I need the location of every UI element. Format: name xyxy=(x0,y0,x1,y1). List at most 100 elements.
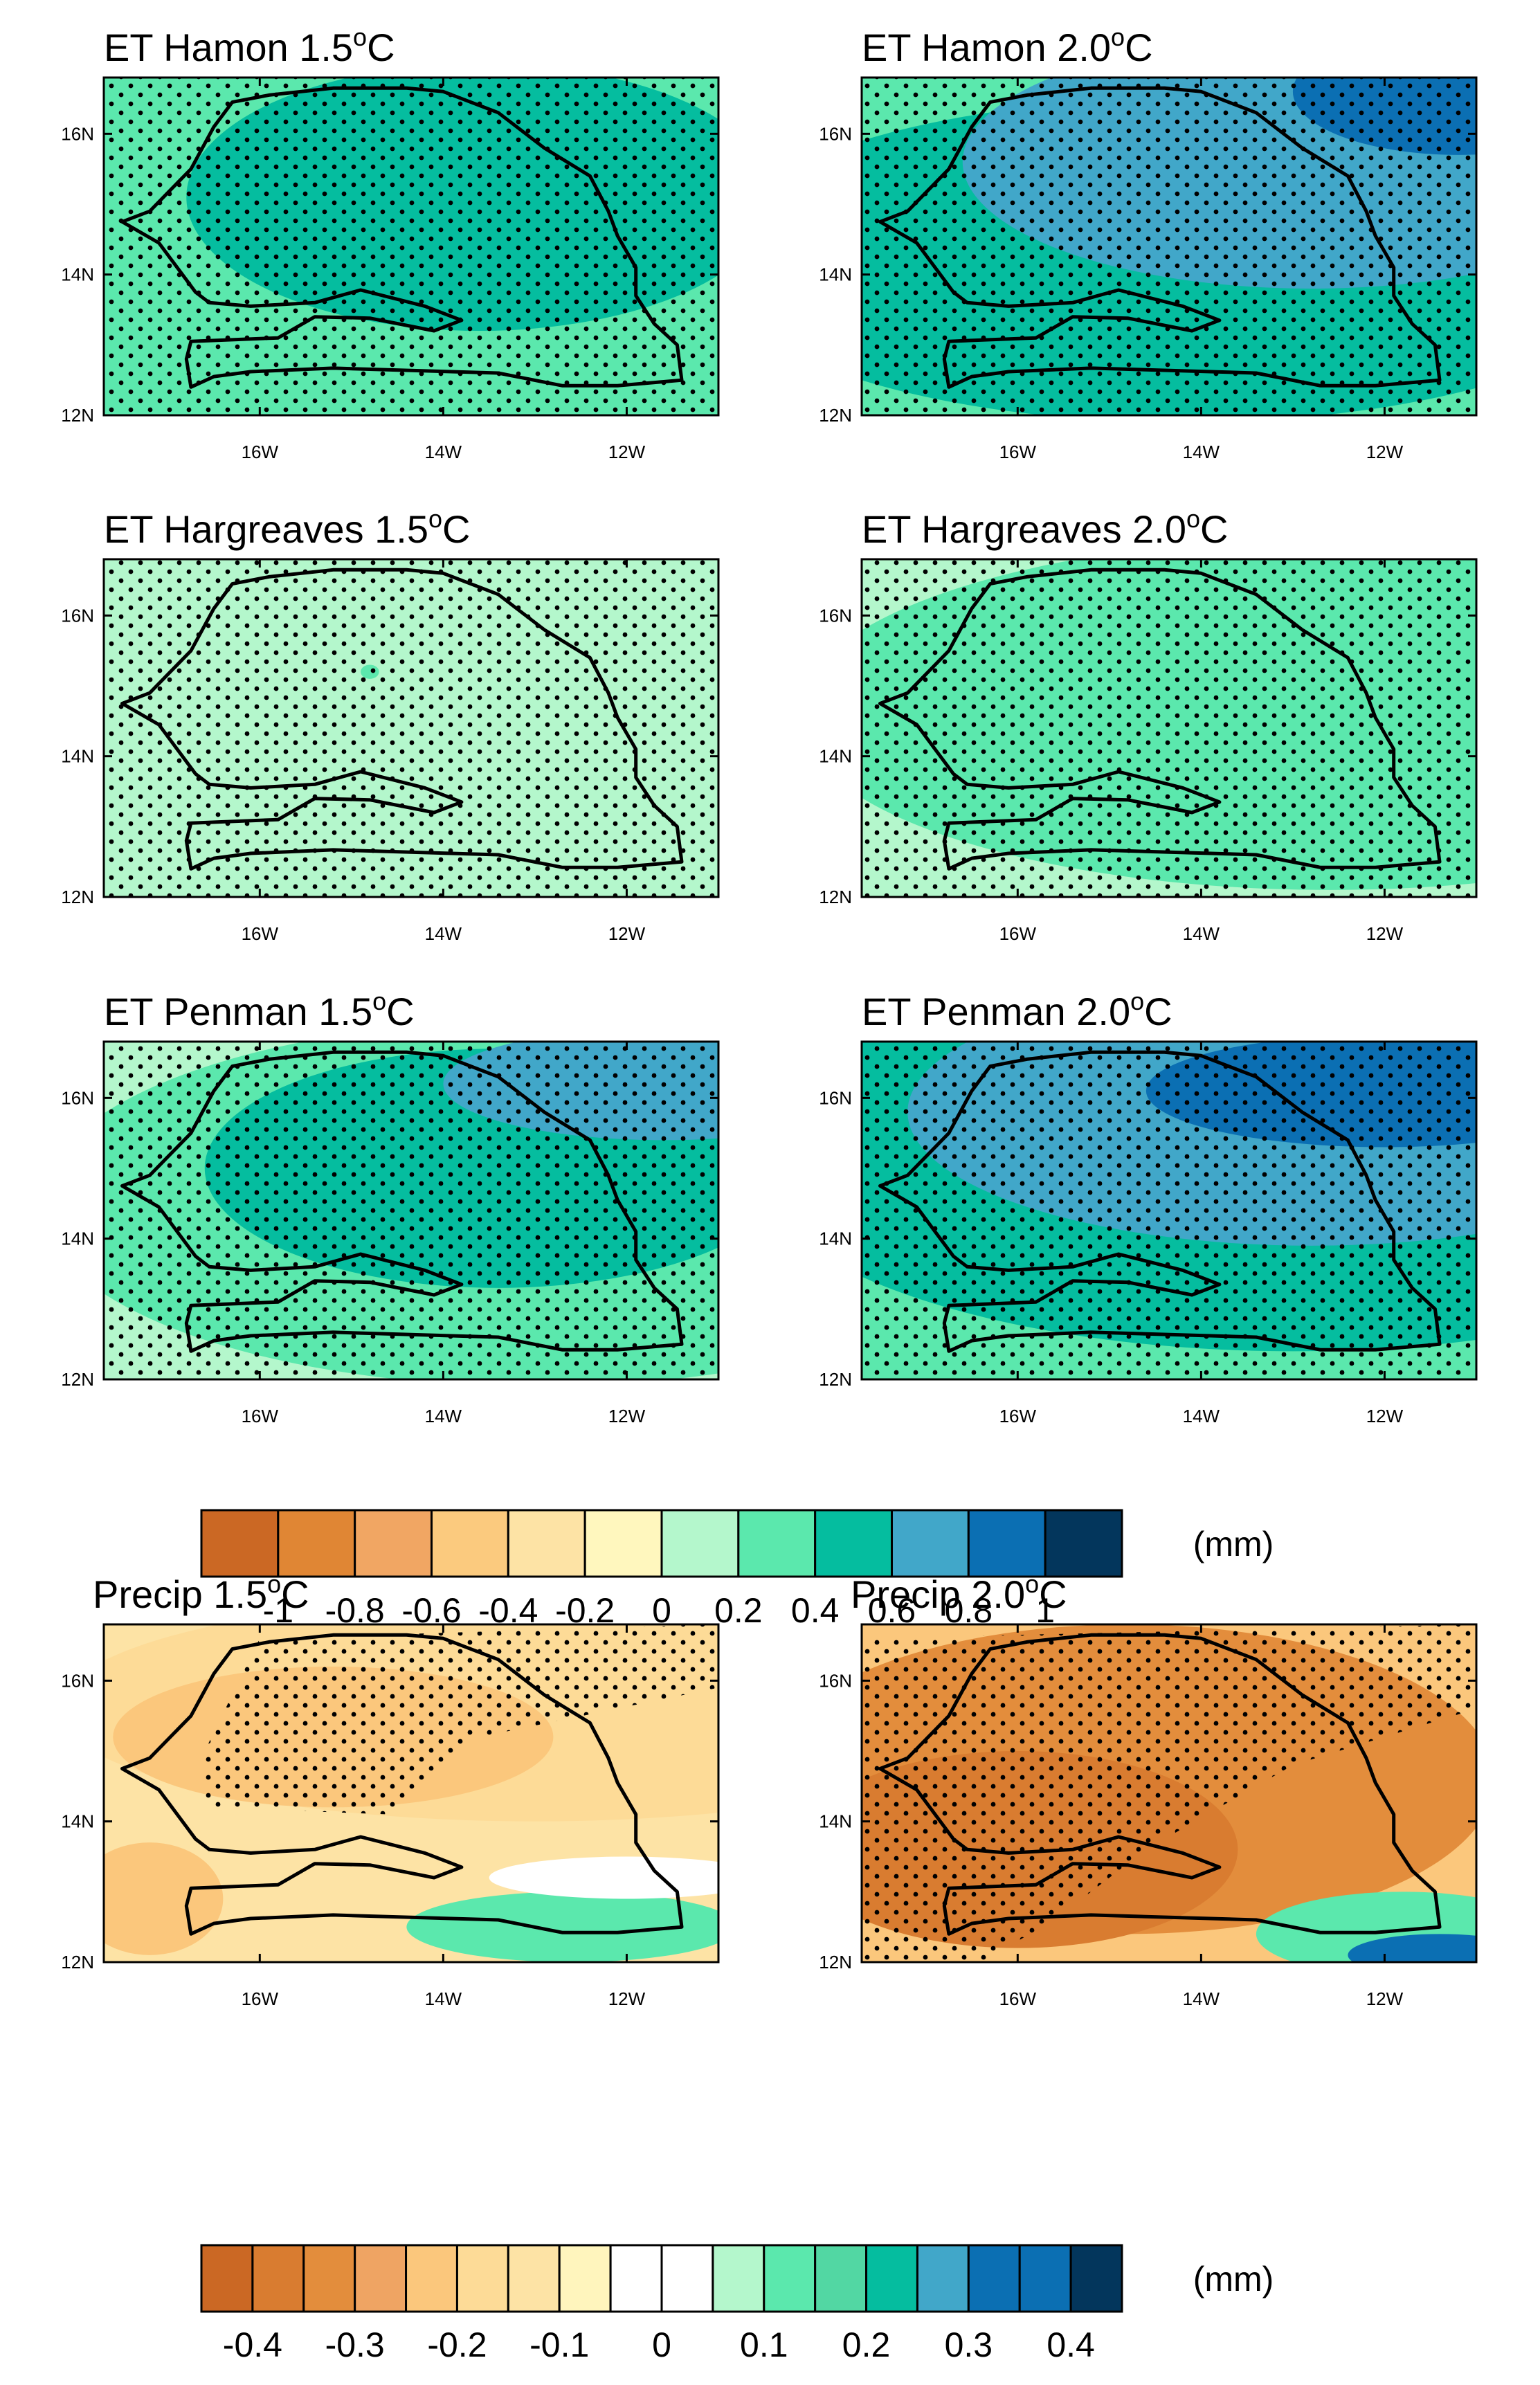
degree-sign: o xyxy=(428,505,442,533)
panel-title-main: Precip 2.0 xyxy=(851,1572,1025,1616)
x-tick-label: 14W xyxy=(425,442,462,462)
colorbar-unit: (mm) xyxy=(1193,1525,1274,1563)
senegal-outline xyxy=(878,1633,1442,1936)
significance-stippling xyxy=(104,559,718,897)
senegal-outline xyxy=(120,568,684,871)
colorbar-label: 0.8 xyxy=(945,1591,993,1630)
map-panel: 16W 14W 12W 16N 14N 12N ET Penman 1.5oC xyxy=(61,987,720,1426)
panel-title-main: ET Hamon 2.0 xyxy=(862,26,1111,69)
y-tick-label: 12N xyxy=(61,1369,94,1390)
colorbar-box xyxy=(814,1509,893,1578)
degree-sign: o xyxy=(1186,505,1200,533)
colorbar-box xyxy=(507,1509,586,1578)
map-frame xyxy=(860,76,1478,417)
colorbar-label: -0.3 xyxy=(325,2325,385,2364)
x-tick-label: 12W xyxy=(608,1406,646,1426)
colorbar-box xyxy=(455,2244,509,2313)
map-frame xyxy=(860,558,1478,898)
colorbar-box xyxy=(916,2244,970,2313)
colorbar-box xyxy=(967,1509,1047,1578)
x-tick-label: 12W xyxy=(608,1988,646,2009)
degree-sign: o xyxy=(353,23,367,51)
panel-title: ET Penman 1.5oC xyxy=(104,987,415,1033)
y-tick-label: 12N xyxy=(61,887,94,907)
colorbar-box xyxy=(1044,1509,1123,1578)
x-tick-label: 16W xyxy=(242,1988,279,2009)
x-tick-label: 16W xyxy=(999,1988,1037,2009)
anomaly-region xyxy=(104,1842,224,1955)
panel-title: ET Hamon 1.5oC xyxy=(104,23,395,69)
map-frame xyxy=(860,1623,1478,1964)
map-frame xyxy=(102,1623,720,1964)
colorbar-box xyxy=(865,2244,918,2313)
y-tick-label: 16N xyxy=(61,1670,94,1691)
x-tick-label: 12W xyxy=(1366,442,1404,462)
colorbar-box xyxy=(891,1509,970,1578)
panel-title: ET Penman 2.0oC xyxy=(862,987,1172,1033)
anomaly-region xyxy=(1256,1892,1476,1962)
colorbar-label: 0.1 xyxy=(740,2325,788,2364)
map-panel: 16W 14W 12W 16N 14N 12N Precip 2.0oC xyxy=(819,1570,1478,2009)
colorbar-box xyxy=(200,2244,254,2313)
y-tick-label: 16N xyxy=(61,123,94,144)
map-panel: 16W 14W 12W 16N 14N 12N ET Hargreaves 2.0oC xyxy=(819,505,1478,944)
colorbar-box xyxy=(814,2244,868,2313)
colorbar-label: 0.4 xyxy=(1047,2325,1095,2364)
map-frame xyxy=(102,76,720,417)
x-tick-label: 12W xyxy=(1366,1988,1404,2009)
map-frame xyxy=(102,558,720,898)
panel-title: ET Hamon 2.0oC xyxy=(862,23,1153,69)
panel-title-main: ET Hamon 1.5 xyxy=(104,26,353,69)
y-tick-label: 14N xyxy=(61,1811,94,1832)
map-panel: 16W 14W 12W 16N 14N 12N ET Penman 2.0oC xyxy=(819,987,1478,1426)
y-tick-label: 16N xyxy=(819,123,852,144)
x-tick-label: 14W xyxy=(1183,1406,1220,1426)
colorbar-box xyxy=(558,2244,612,2313)
y-tick-label: 12N xyxy=(61,1952,94,1973)
colorbar-label: -0.6 xyxy=(401,1591,461,1630)
x-tick-label: 16W xyxy=(999,442,1037,462)
colorbar-box xyxy=(737,1509,817,1578)
significance-stippling xyxy=(862,1042,1476,1379)
colorbar-box xyxy=(583,1509,663,1578)
panel-title-unit: C xyxy=(1039,1572,1067,1616)
colorbar-box xyxy=(277,1509,356,1578)
senegal-outline xyxy=(878,1050,1442,1353)
y-tick-label: 14N xyxy=(819,1228,852,1249)
senegal-outline xyxy=(878,86,1442,389)
senegal-outline xyxy=(120,1050,684,1353)
anomaly-region xyxy=(406,1892,718,1962)
panel-title: Precip 1.5oC xyxy=(93,1570,309,1616)
colorbar-box xyxy=(354,1509,433,1578)
colorbar-box xyxy=(763,2244,817,2313)
colorbar-box xyxy=(712,2244,766,2313)
x-tick-label: 12W xyxy=(608,923,646,944)
y-tick-label: 14N xyxy=(61,1228,94,1249)
colorbar-box xyxy=(967,2244,1021,2313)
panel-title-main: ET Hargreaves 2.0 xyxy=(862,507,1186,551)
y-tick-label: 16N xyxy=(819,1087,852,1108)
colorbar-label: 1 xyxy=(1035,1591,1055,1630)
colorbar-label: 0.6 xyxy=(868,1591,916,1630)
y-tick-label: 16N xyxy=(61,605,94,626)
panel-title: Precip 2.0oC xyxy=(851,1570,1067,1616)
panel-title-unit: C xyxy=(442,507,470,551)
anomaly-region xyxy=(1348,1934,1476,1962)
x-tick-label: 14W xyxy=(425,1406,462,1426)
colorbar-label: -0.8 xyxy=(325,1591,385,1630)
colorbar: -0.4 -0.3 -0.2 -0.1 0 0.1 0.2 0.3 0.4 (mm) xyxy=(200,2244,1274,2364)
y-tick-label: 12N xyxy=(819,1369,852,1390)
y-tick-label: 14N xyxy=(819,746,852,767)
x-tick-label: 14W xyxy=(1183,923,1220,944)
map-frame xyxy=(102,1040,720,1381)
panel-title-unit: C xyxy=(1144,990,1172,1033)
y-tick-label: 16N xyxy=(819,1670,852,1691)
panel-title-main: Precip 1.5 xyxy=(93,1572,267,1616)
map-frame xyxy=(860,1040,1478,1381)
colorbar-label: -1 xyxy=(263,1591,293,1630)
significance-stippling xyxy=(862,78,1476,415)
colorbar-label: 0 xyxy=(652,2325,671,2364)
colorbar-box xyxy=(200,1509,280,1578)
colorbar-box xyxy=(405,2244,458,2313)
map-panel: 16W 14W 12W 16N 14N 12N ET Hamon 1.5oC xyxy=(61,23,720,462)
